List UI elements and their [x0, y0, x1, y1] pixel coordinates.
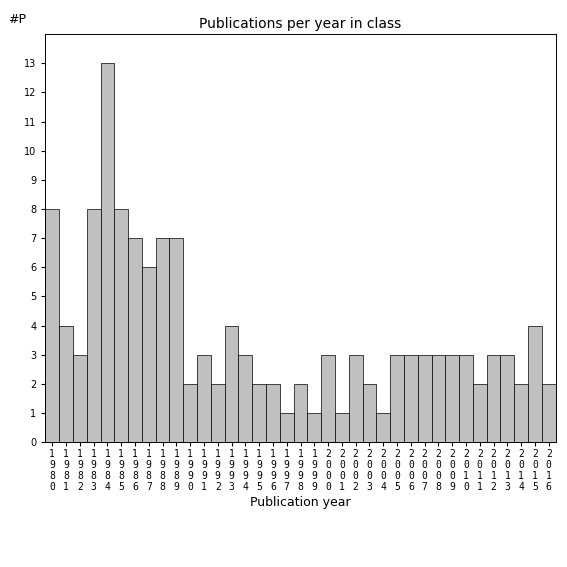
Bar [486, 355, 501, 442]
Bar [445, 355, 459, 442]
Bar [459, 355, 473, 442]
Bar [528, 325, 542, 442]
Bar [211, 384, 225, 442]
Bar [280, 413, 294, 442]
Bar [514, 384, 528, 442]
Bar [183, 384, 197, 442]
Bar [431, 355, 445, 442]
Bar [307, 413, 321, 442]
Bar [473, 384, 486, 442]
Bar [390, 355, 404, 442]
Y-axis label: #P: #P [9, 13, 26, 26]
Bar [362, 384, 376, 442]
Bar [404, 355, 418, 442]
Bar [418, 355, 431, 442]
Bar [542, 384, 556, 442]
Bar [252, 384, 266, 442]
Bar [501, 355, 514, 442]
Bar [225, 325, 239, 442]
Bar [321, 355, 335, 442]
Bar [73, 355, 87, 442]
Bar [156, 238, 170, 442]
Bar [100, 63, 115, 442]
Bar [294, 384, 307, 442]
Bar [142, 267, 156, 442]
Bar [197, 355, 211, 442]
Title: Publications per year in class: Publications per year in class [200, 18, 401, 31]
Bar [87, 209, 100, 442]
X-axis label: Publication year: Publication year [250, 496, 351, 509]
Bar [349, 355, 362, 442]
Bar [59, 325, 73, 442]
Bar [170, 238, 183, 442]
Bar [128, 238, 142, 442]
Bar [115, 209, 128, 442]
Bar [239, 355, 252, 442]
Bar [335, 413, 349, 442]
Bar [376, 413, 390, 442]
Bar [45, 209, 59, 442]
Bar [266, 384, 280, 442]
